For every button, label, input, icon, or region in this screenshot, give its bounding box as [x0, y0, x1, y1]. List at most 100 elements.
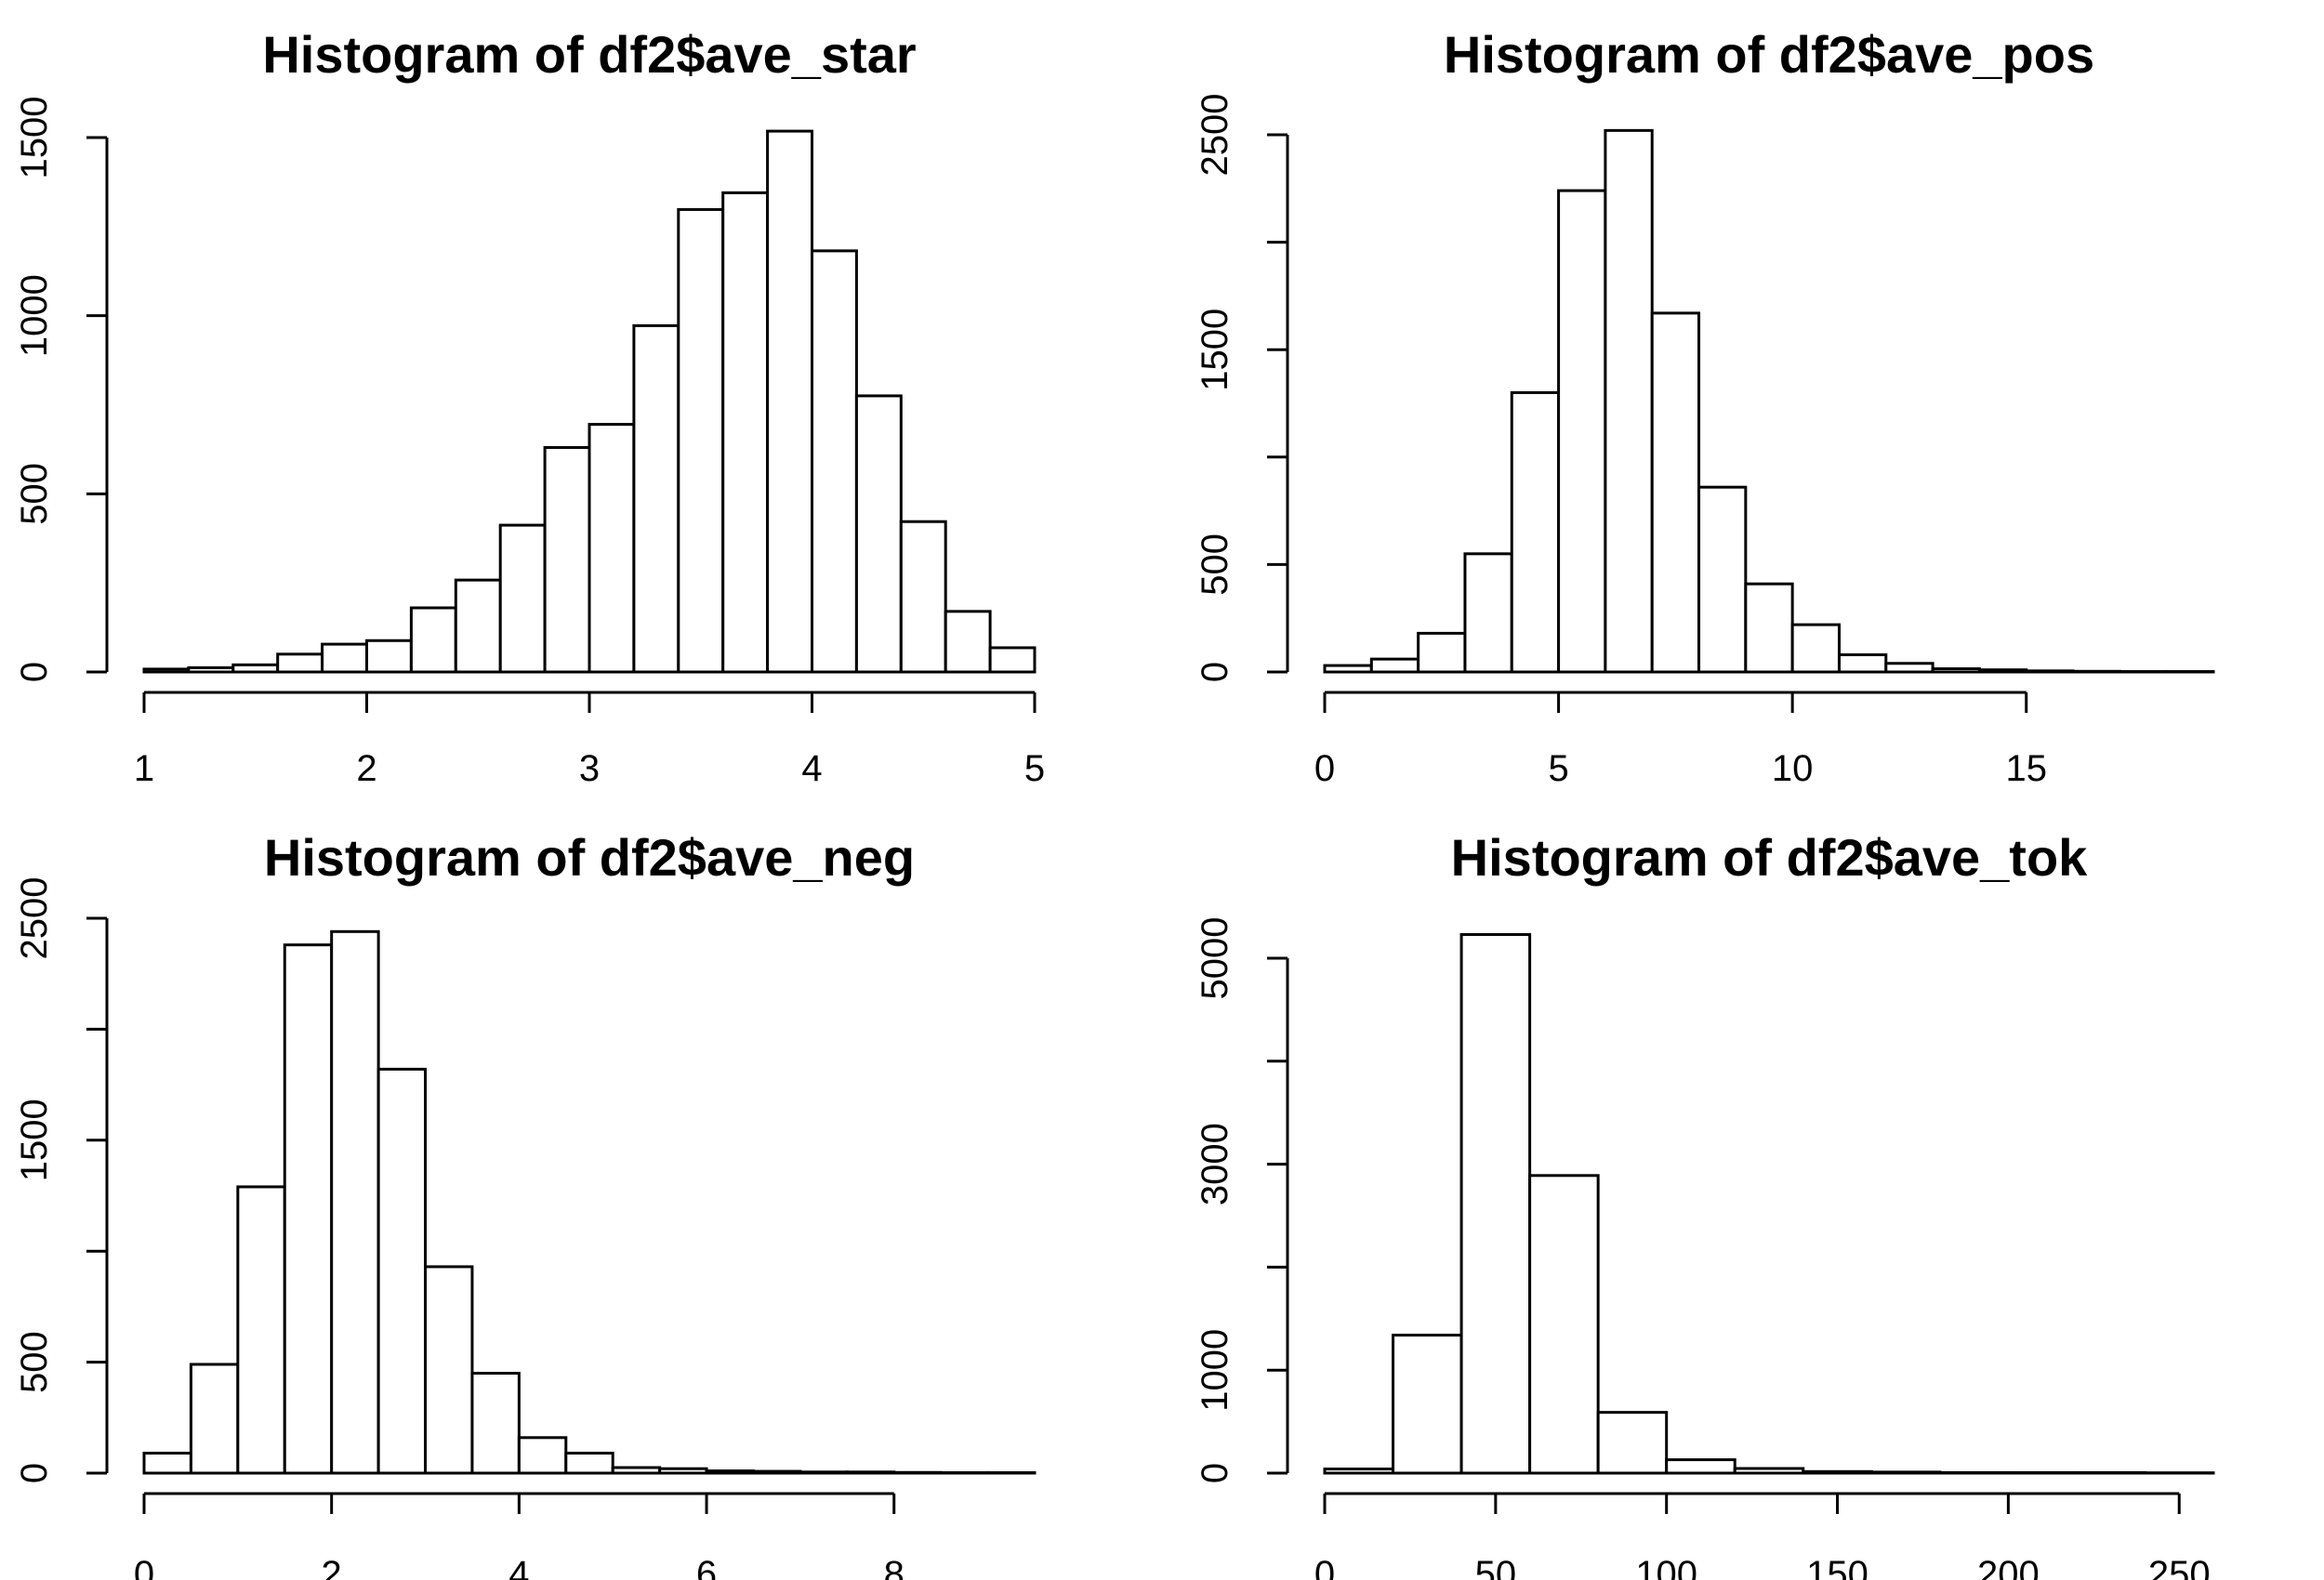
histogram-bar [189, 1363, 240, 1475]
y-tick-label: 5000 [1195, 917, 1235, 1000]
x-tick-label: 200 [1977, 1554, 2040, 1580]
histogram-bar [632, 323, 680, 674]
histogram-bar [454, 578, 502, 674]
histogram-bar [1938, 1470, 2010, 1475]
histogram-panel-4: Histogram of df2$ave_tok 0 50 100 150 200 250 0… [1195, 828, 2215, 1580]
histogram-bar [811, 249, 858, 674]
histogram-bar [1884, 662, 1934, 674]
y-tick-label: 2500 [1195, 94, 1235, 177]
histogram-bar [409, 606, 457, 674]
y-tick-label: 0 [1195, 1463, 1235, 1483]
histogram-panel-1: Histogram of df2$ave_star 1 2 3 4 5 0 500 1000 15… [14, 25, 1045, 789]
x-tick-label: 10 [1772, 748, 1814, 789]
y-tick-label: 0 [14, 662, 55, 682]
histogram-bar [1790, 623, 1841, 674]
histogram-bar [751, 1469, 802, 1475]
histogram-bar [517, 1436, 568, 1475]
histogram-bar [1463, 552, 1513, 674]
histogram-bar [1369, 657, 1420, 674]
histogram-bar [1510, 390, 1561, 674]
y-tick-label: 500 [14, 1331, 55, 1393]
histogram-bar [1323, 664, 1373, 674]
y-tick-label: 500 [1195, 533, 1235, 596]
y-tick-label: 500 [14, 463, 55, 525]
histogram-bar [658, 1467, 708, 1475]
histogram-bar [1744, 582, 1794, 674]
x-tick-label: 4 [801, 748, 822, 789]
histogram-bar [424, 1265, 474, 1475]
histogram-bar [611, 1466, 662, 1475]
histogram-bar [1604, 128, 1654, 674]
x-tick-label: 8 [884, 1554, 905, 1580]
histogram-bar [705, 1469, 755, 1475]
histogram-bar [1392, 1334, 1463, 1475]
histogram-bar [677, 207, 725, 674]
y-tick-label: 1000 [14, 274, 55, 357]
histogram-bar [845, 1470, 896, 1475]
histogram-bar [721, 191, 770, 674]
x-tick-label: 3 [579, 748, 600, 789]
histogram-bar [142, 667, 191, 674]
histogram-bar [2006, 1470, 2079, 1475]
x-tick-label: 1 [134, 748, 154, 789]
chart-title: Histogram of df2$ave_neg [264, 828, 915, 887]
histogram-bar [892, 1470, 943, 1475]
histogram-bar [1323, 1468, 1395, 1475]
histogram-bar [1459, 933, 1532, 1475]
histogram-bar [1665, 1458, 1736, 1475]
x-tick-label: 2 [322, 1554, 342, 1580]
y-tick-label: 1500 [14, 97, 55, 179]
x-tick-label: 0 [1314, 1554, 1335, 1580]
x-tick-label: 6 [696, 1554, 717, 1580]
histogram-bar [1557, 189, 1607, 674]
histogram-bar [1977, 668, 2028, 674]
y-tick-label: 0 [14, 1463, 55, 1483]
y-tick-label: 2500 [14, 877, 55, 960]
y-tick-label: 0 [1195, 662, 1235, 682]
histogram-bar [1417, 631, 1467, 674]
histogram-panel-3: Histogram of df2$ave_neg 0 2 4 6 8 0 500 1500 250… [14, 828, 1037, 1580]
histogram-bar [142, 1452, 192, 1475]
histogram-bar [766, 129, 813, 674]
x-tick-label: 2 [356, 748, 376, 789]
histogram-bar [1697, 485, 1748, 674]
histogram-bar [365, 639, 413, 674]
histogram-bar [498, 523, 547, 674]
y-tick-label: 1500 [1195, 309, 1235, 391]
histogram-bar [1596, 1411, 1669, 1475]
x-tick-label: 15 [2005, 748, 2047, 789]
x-tick-label: 250 [2148, 1554, 2211, 1580]
y-tick-label: 3000 [1195, 1123, 1235, 1205]
histogram-bar [1733, 1467, 1805, 1475]
histogram-bar [187, 665, 235, 674]
histogram-bar [2071, 669, 2121, 674]
histogram-bar [276, 652, 324, 674]
x-tick-label: 100 [1635, 1554, 1697, 1580]
histogram-bar [231, 663, 280, 674]
histogram-bar [1802, 1469, 1873, 1475]
histogram-bar [1528, 1174, 1600, 1475]
x-tick-label: 150 [1806, 1554, 1868, 1580]
histogram-bar [944, 610, 992, 674]
x-tick-label: 4 [508, 1554, 529, 1580]
histogram-bar [236, 1185, 286, 1475]
histogram-bar [564, 1452, 614, 1475]
histogram-bar [899, 520, 947, 674]
x-tick-label: 5 [1548, 748, 1568, 789]
x-tick-label: 0 [1314, 748, 1335, 789]
histogram-bar [1869, 1470, 1942, 1475]
y-tick-label: 1000 [1195, 1329, 1235, 1412]
histogram-bar [543, 446, 591, 674]
histogram-bar [330, 929, 380, 1475]
chart-title: Histogram of df2$ave_star [262, 25, 916, 84]
histogram-panel-2: Histogram of df2$ave_pos 0 5 10 15 0 500 1500 25… [1195, 25, 2215, 789]
histogram-bar [1650, 311, 1701, 674]
histogram-bar [588, 423, 636, 674]
x-tick-label: 0 [134, 1554, 154, 1580]
histogram-bar [283, 943, 334, 1475]
histogram-bar [376, 1067, 428, 1475]
histogram-bar [799, 1470, 849, 1475]
y-tick-label: 1500 [14, 1099, 55, 1181]
x-tick-label: 5 [1024, 748, 1045, 789]
